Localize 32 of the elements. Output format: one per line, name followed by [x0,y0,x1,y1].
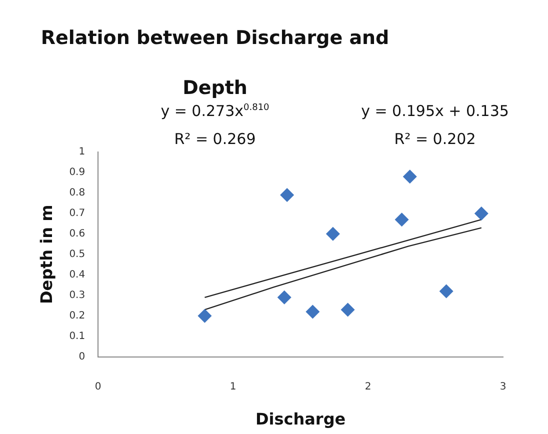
point [198,308,212,323]
y-tick-label: 0.6 [69,228,86,240]
y-axis-title: Depth in m [36,204,56,304]
point [474,206,488,220]
y-tick-label: 0.4 [69,269,86,280]
point [439,284,454,298]
y-tick-label: 0.3 [69,290,86,301]
point [277,290,292,304]
x-tick-label: 2 [364,381,372,392]
text: R² = 0.269 [173,130,257,148]
y-tick-label: 0 [78,351,86,362]
text: y = 0.273x$^{0.810}$ [160,102,270,120]
point [306,304,320,319]
x-tick-label: 0 [94,381,102,392]
text: y = 0.195x + 0.135 [360,102,510,120]
x-tick-label: 1 [230,381,236,392]
y-tick-label: 0.1 [69,330,86,342]
chart-title: Relation between Discharge and Depth [40,27,390,99]
y-tick-label: 1 [78,146,86,158]
y-tick-label: 0.9 [69,167,86,178]
y-tick-label: 0.2 [69,310,86,322]
point [326,226,340,241]
point [394,212,409,227]
point [402,170,417,184]
y-tick-label: 0.5 [69,248,86,260]
x-axis-title: Discharge [255,410,346,429]
y-tick-label: 0.7 [69,208,86,220]
text: R² = 0.202 [393,130,477,148]
x-tick-label: 3 [500,381,506,392]
point [340,302,355,317]
y-tick-label: 0.8 [69,188,86,199]
point [280,188,294,202]
